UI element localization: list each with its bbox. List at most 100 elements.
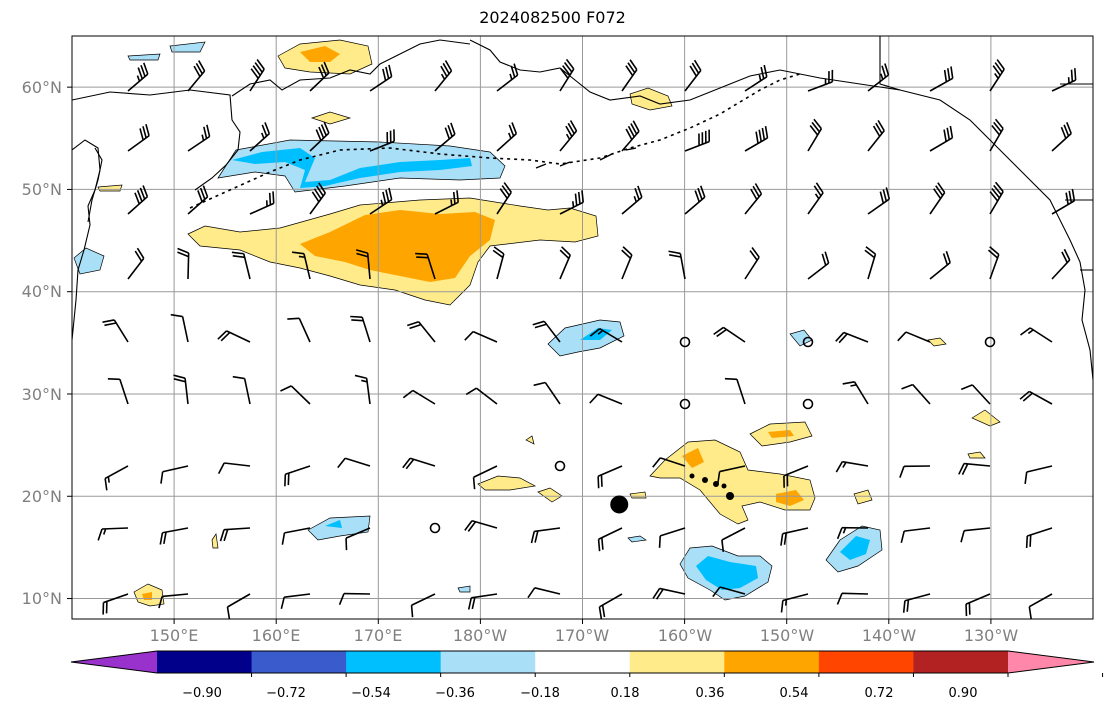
wind-barb <box>355 249 371 280</box>
wind-barb <box>1025 527 1053 549</box>
calm-circle <box>554 460 566 472</box>
wind-barb <box>589 328 623 343</box>
wind-barb <box>864 246 877 280</box>
wind-barb <box>902 593 931 613</box>
wind-barb <box>187 124 211 152</box>
na-west-coast <box>1059 219 1093 381</box>
wind-barb <box>350 315 371 343</box>
wind-barb <box>170 313 189 343</box>
wind-barb <box>668 250 686 280</box>
coastlines <box>72 36 1093 381</box>
wind-barb <box>407 321 436 343</box>
wind-barb <box>598 593 623 619</box>
wind-barb <box>127 123 150 152</box>
colorbar-segment <box>251 651 347 673</box>
colorbar-extend-high <box>1008 651 1094 673</box>
calm-wind-circles <box>429 336 996 534</box>
wind-barb <box>434 190 460 215</box>
wind-barb <box>159 527 189 545</box>
colorbar-segment <box>629 651 725 673</box>
wind-barb <box>337 457 371 469</box>
wind-barb <box>464 520 498 532</box>
wind-barb <box>496 63 519 92</box>
calm-circle <box>984 336 996 348</box>
wind-barb <box>842 380 869 405</box>
map-title: 2024082500 F072 <box>479 8 626 27</box>
wind-barb <box>684 129 711 152</box>
wind-barb <box>492 246 505 280</box>
wind-barb <box>807 182 824 215</box>
wind-barb <box>713 326 746 343</box>
calm-circle <box>429 522 441 534</box>
wind-barb <box>1051 248 1071 280</box>
wind-barb <box>960 384 991 405</box>
wind-barb <box>369 187 393 215</box>
wind-barb <box>249 191 275 215</box>
wind-barb <box>684 59 702 92</box>
wind-barb <box>621 246 633 280</box>
colorbar-tick-label: 0.36 <box>695 686 725 701</box>
wind-barb <box>219 527 251 542</box>
wind-barb <box>173 374 189 405</box>
colorbar-tick-label: −0.90 <box>182 686 222 701</box>
wind-barb <box>960 527 991 543</box>
wind-barb <box>434 122 456 152</box>
lon-label: 160°W <box>657 626 713 645</box>
wind-barb <box>621 185 643 215</box>
wind-barb <box>231 251 251 280</box>
colorbar-segment <box>157 651 253 673</box>
gridlines <box>72 36 1093 619</box>
lon-label: 140°W <box>861 626 917 645</box>
colorbar-tick-label: −0.54 <box>351 686 391 701</box>
wind-barb <box>284 465 311 487</box>
wind-barb <box>589 393 623 405</box>
wind-barb <box>1020 327 1053 343</box>
aleutian-chain <box>189 73 801 209</box>
wind-barb <box>158 593 189 609</box>
wind-barb <box>867 63 890 92</box>
colorbar-tick-label: 0.54 <box>779 686 809 701</box>
wind-barb <box>807 118 823 152</box>
wind-barb <box>280 593 311 610</box>
lon-label: 150°W <box>759 626 815 645</box>
wind-barb <box>1024 465 1053 484</box>
colorbar-tick-label: −0.72 <box>266 686 306 701</box>
axis-ticks <box>67 86 992 624</box>
wind-barb <box>780 527 809 546</box>
wind-barb <box>309 182 327 215</box>
wind-barbs <box>97 58 1077 619</box>
wind-barb <box>280 385 311 405</box>
wind-barb <box>929 125 954 152</box>
lat-label: 10°N <box>21 589 62 608</box>
wind-barb <box>1019 390 1053 405</box>
wind-barb <box>597 527 623 552</box>
calm-circle <box>802 336 814 348</box>
colorbar-segment <box>440 651 536 673</box>
wind-barb <box>989 118 1004 152</box>
colorbar-tick-label: −0.36 <box>435 686 475 701</box>
wind-barb <box>621 120 640 152</box>
calm-circle <box>679 398 691 410</box>
wind-barb <box>744 125 769 152</box>
storm-center-marker <box>610 495 629 514</box>
wind-barb <box>107 377 129 405</box>
lat-label: 40°N <box>21 282 62 301</box>
wind-barb <box>559 190 585 215</box>
wind-barb <box>369 64 393 92</box>
wind-barb <box>836 526 869 540</box>
wind-barb <box>929 250 951 280</box>
wind-barb <box>532 320 561 343</box>
wind-barb <box>160 465 189 484</box>
wind-barb <box>249 122 271 152</box>
lat-label: 50°N <box>21 180 62 199</box>
wind-barb <box>465 387 498 405</box>
wind-barb <box>1051 68 1077 92</box>
wind-barb <box>104 465 129 491</box>
wind-barb <box>127 185 149 215</box>
wind-barb <box>410 593 436 618</box>
wind-barb <box>807 251 830 280</box>
colorbar-segment <box>346 651 442 673</box>
wind-barb <box>102 593 129 615</box>
wind-barb <box>287 317 311 343</box>
kamchatka-coast <box>72 139 101 341</box>
